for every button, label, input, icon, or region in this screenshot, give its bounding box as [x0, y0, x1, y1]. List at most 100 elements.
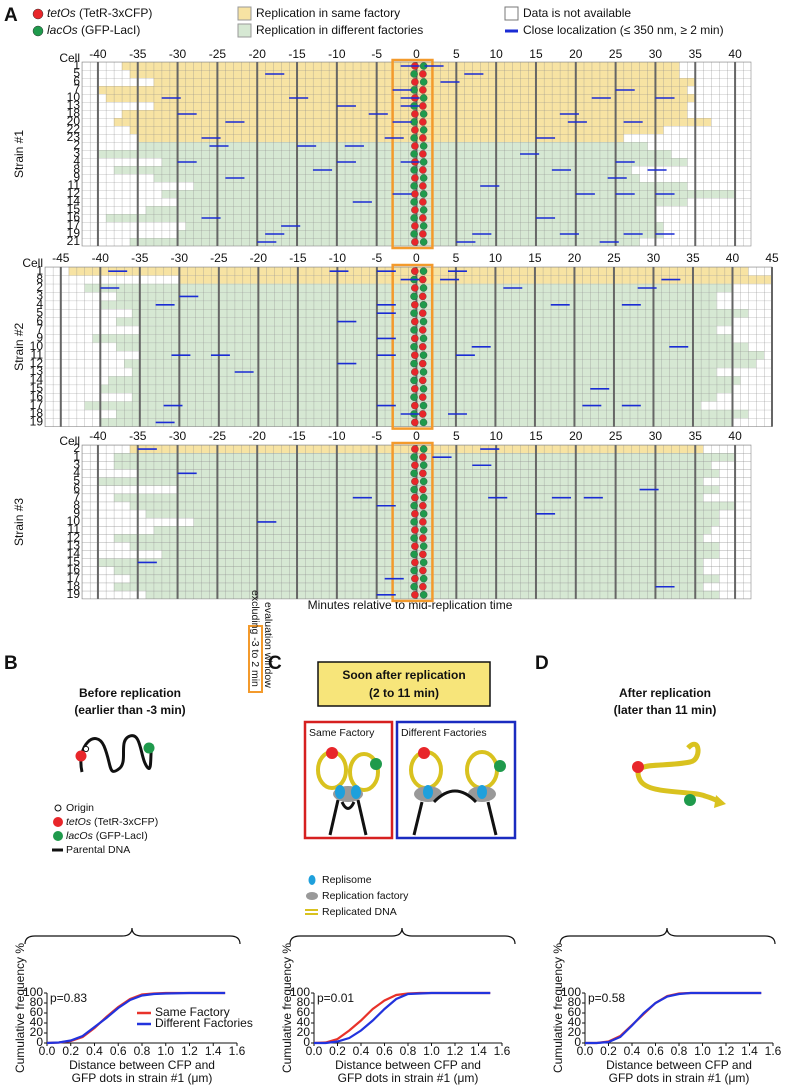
- cell-label: 14: [67, 194, 81, 208]
- lacos-dot: [410, 198, 418, 206]
- lacos-dot: [410, 150, 418, 158]
- lacos-dot: [419, 78, 428, 86]
- x-tick-label: 1.2: [181, 1044, 198, 1058]
- y-tick-label: 100: [290, 985, 310, 999]
- annotation: p=0.58: [588, 991, 625, 1005]
- cell-label: 15: [67, 555, 81, 569]
- evaluation-window: [391, 263, 434, 430]
- x-tick-label: 0.8: [400, 1044, 417, 1058]
- cell-label: 5: [73, 474, 80, 488]
- x-tick-label: 1.0: [423, 1044, 440, 1058]
- strain-label: Strain #1: [12, 130, 26, 178]
- tetos-dot: [411, 510, 419, 518]
- lacos-dot: [410, 393, 418, 401]
- x-tick-label: 0: [413, 251, 420, 265]
- x-tick-label: 0.2: [329, 1044, 346, 1058]
- x-tick-label: -45: [52, 251, 70, 265]
- lacos-dot: [419, 510, 428, 518]
- y-tick-label: 40: [297, 1015, 311, 1029]
- x-tick-label: 1.4: [741, 1044, 758, 1058]
- y-tick-label: 0: [36, 1035, 43, 1049]
- cell-label: 8: [73, 162, 80, 176]
- lacos-dot: [419, 174, 428, 182]
- x-tick-label: 0: [413, 47, 420, 61]
- lacos-dot: [419, 284, 428, 292]
- tetos-dot: [411, 574, 419, 583]
- tetos-dot: [419, 453, 427, 461]
- panel-title: After replication: [619, 686, 711, 700]
- x-tick-label: -20: [250, 251, 268, 265]
- parental-dna: [328, 799, 368, 836]
- x-tick-label: -15: [288, 429, 306, 443]
- x-tick-label: 1.0: [157, 1044, 174, 1058]
- tetos-dot: [326, 747, 338, 759]
- y-axis-label: Cumulative frequency %: [13, 943, 27, 1073]
- tetos-dot: [419, 566, 427, 575]
- cell-label: 2: [73, 138, 80, 152]
- tetos-dot: [411, 190, 419, 198]
- replisome: [351, 785, 361, 799]
- cell-label: 8: [73, 498, 80, 512]
- cell-label: 17: [67, 218, 81, 232]
- tetos-dot: [411, 401, 419, 410]
- x-tick-label: 0.4: [353, 1044, 370, 1058]
- legend-detail: (GFP-LacI): [96, 830, 148, 842]
- x-tick-label: 0.6: [110, 1044, 127, 1058]
- x-tick-label: 0.6: [647, 1044, 664, 1058]
- lacos-dot: [410, 583, 418, 591]
- tetos-dot: [419, 150, 427, 158]
- tetos-dot: [411, 284, 419, 292]
- tetos-dot: [419, 70, 427, 78]
- cell-label: 17: [67, 571, 81, 585]
- cell-label: 16: [30, 389, 44, 403]
- tetos-dot: [419, 230, 427, 238]
- cell-label: 11: [68, 178, 81, 192]
- same-factory-drawing: [316, 747, 382, 836]
- cell-label: 13: [30, 364, 44, 378]
- cell-label: 15: [30, 381, 44, 395]
- replicated-dna: [635, 741, 722, 805]
- cell-label: 16: [67, 563, 81, 577]
- cell-label: 21: [67, 234, 81, 248]
- x-tick-label: -25: [209, 429, 227, 443]
- legend-label: tetOs (TetR-3xCFP): [66, 816, 158, 828]
- tetos-dot: [419, 214, 427, 222]
- panel-title: (later than 11 min): [614, 703, 717, 717]
- x-tick-label: 1.6: [229, 1044, 246, 1058]
- legend-name: lacOs: [47, 23, 78, 37]
- x-tick-label: 1.4: [205, 1044, 222, 1058]
- x-axis-label: GFP dots in strain #1 (μm): [338, 1071, 479, 1085]
- x-tick-label: -10: [329, 251, 347, 265]
- legend-detail: (GFP-LacI): [81, 23, 140, 37]
- replicated-dna: [465, 750, 499, 790]
- cell-label: 12: [67, 186, 81, 200]
- lacos-dot: [419, 574, 428, 583]
- cell-label: 17: [30, 398, 44, 412]
- lacos-dot: [419, 238, 428, 246]
- box-label: Different Factories: [401, 727, 487, 739]
- x-tick-label: 30: [649, 429, 663, 443]
- cell-label: 11: [31, 347, 44, 361]
- tetos-dot: [411, 78, 419, 86]
- cell-label: 10: [67, 514, 81, 528]
- lacos-dot: [410, 534, 418, 542]
- x-tick-label: 40: [728, 47, 742, 61]
- panel-title: Before replication: [79, 686, 181, 700]
- cell-label: 19: [67, 587, 81, 601]
- lacos-dot: [419, 267, 428, 275]
- legend-label: Close localization (≤ 350 nm, ≥ 2 min): [523, 23, 724, 37]
- y-tick-label: 60: [30, 1005, 44, 1019]
- panel-title: Soon after replication: [342, 668, 465, 682]
- strain-label: Strain #2: [12, 322, 26, 370]
- lacos-dot: [419, 526, 428, 534]
- annotation: p=0.83: [50, 991, 87, 1005]
- x-tick-label: -30: [171, 251, 189, 265]
- window-note: evaluation window: [262, 602, 274, 688]
- arrow: [714, 795, 726, 808]
- lacos-dot: [419, 190, 428, 198]
- x-tick-label: 15: [528, 251, 542, 265]
- x-tick-label: -10: [328, 47, 346, 61]
- tetos-dot: [411, 317, 419, 326]
